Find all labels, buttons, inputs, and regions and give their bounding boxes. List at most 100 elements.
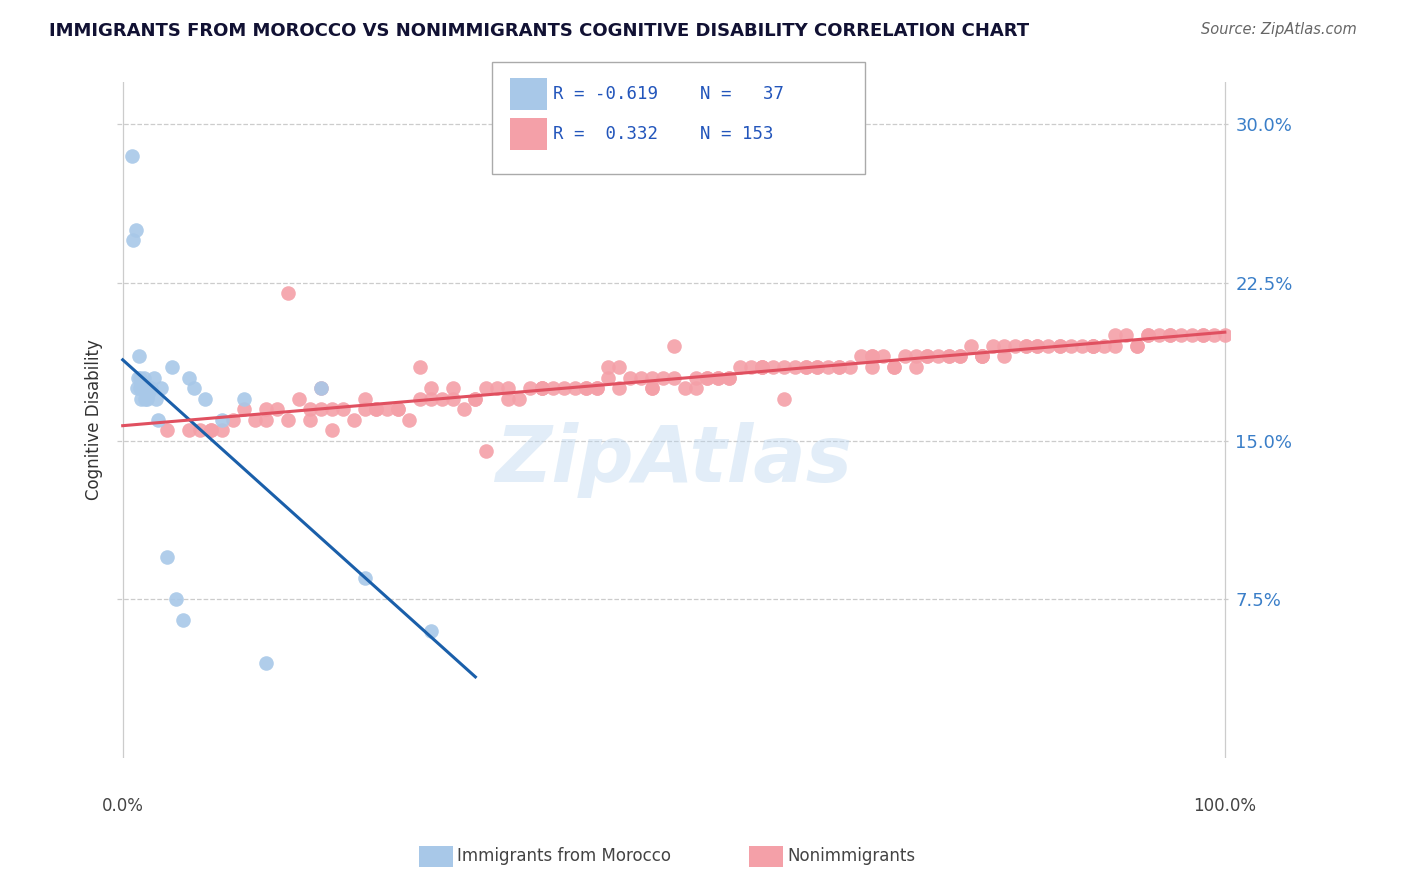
Point: [288, 392, 311, 406]
Point: [121, 149, 143, 163]
Point: [156, 549, 179, 564]
Point: [354, 402, 377, 417]
Point: [441, 381, 464, 395]
Point: [420, 392, 443, 406]
Point: [475, 444, 498, 458]
Point: [132, 381, 155, 395]
Point: [309, 381, 332, 395]
Point: [254, 402, 277, 417]
Point: [662, 370, 685, 384]
Point: [211, 423, 233, 437]
Point: [1191, 328, 1213, 343]
Point: [1015, 339, 1038, 353]
Point: [651, 370, 673, 384]
Point: [717, 370, 740, 384]
Point: [938, 350, 960, 364]
Point: [332, 402, 354, 417]
Point: [309, 402, 332, 417]
Point: [134, 381, 156, 395]
Point: [299, 413, 322, 427]
Point: [574, 381, 596, 395]
Point: [905, 350, 928, 364]
Point: [983, 339, 1005, 353]
Point: [464, 392, 486, 406]
Point: [177, 370, 200, 384]
Point: [141, 381, 163, 395]
Point: [1159, 328, 1181, 343]
Point: [232, 402, 254, 417]
Point: [817, 359, 839, 374]
Point: [132, 370, 155, 384]
Point: [409, 392, 432, 406]
Point: [949, 350, 972, 364]
Point: [960, 339, 983, 353]
Point: [125, 381, 148, 395]
Point: [135, 381, 157, 395]
Point: [707, 370, 730, 384]
Point: [1081, 339, 1104, 353]
Point: [794, 359, 817, 374]
Point: [453, 402, 475, 417]
Point: [134, 392, 156, 406]
Point: [266, 402, 288, 417]
Point: [139, 381, 162, 395]
Point: [172, 614, 194, 628]
Point: [917, 350, 939, 364]
Point: [398, 413, 420, 427]
Point: [828, 359, 851, 374]
Point: [277, 413, 299, 427]
Point: [1026, 339, 1049, 353]
Point: [1059, 339, 1081, 353]
Point: [366, 402, 388, 417]
Point: [773, 359, 796, 374]
Text: R = -0.619    N =   37: R = -0.619 N = 37: [553, 85, 783, 103]
Point: [486, 381, 509, 395]
Point: [150, 381, 173, 395]
Point: [343, 413, 366, 427]
Point: [607, 381, 630, 395]
Point: [232, 392, 254, 406]
Point: [131, 381, 153, 395]
Point: [972, 350, 994, 364]
Point: [662, 339, 685, 353]
Text: 100.0%: 100.0%: [1194, 797, 1257, 814]
Point: [309, 381, 332, 395]
Point: [596, 359, 619, 374]
Point: [927, 350, 949, 364]
Point: [938, 350, 960, 364]
Point: [872, 350, 894, 364]
Text: 0.0%: 0.0%: [101, 797, 143, 814]
Text: Immigrants from Morocco: Immigrants from Morocco: [457, 847, 671, 865]
Point: [541, 381, 564, 395]
Point: [129, 370, 152, 384]
Point: [993, 350, 1015, 364]
Point: [949, 350, 972, 364]
Point: [136, 392, 159, 406]
Point: [464, 392, 486, 406]
Point: [1115, 328, 1137, 343]
Point: [860, 359, 883, 374]
Point: [1191, 328, 1213, 343]
Point: [1081, 339, 1104, 353]
Point: [783, 359, 806, 374]
Point: [596, 370, 619, 384]
Point: [200, 423, 222, 437]
Text: ZipAtlas: ZipAtlas: [495, 422, 852, 499]
Point: [146, 413, 169, 427]
Point: [564, 381, 586, 395]
Point: [806, 359, 828, 374]
Point: [254, 413, 277, 427]
Point: [1181, 328, 1204, 343]
Point: [607, 359, 630, 374]
Y-axis label: Cognitive Disability: Cognitive Disability: [86, 339, 103, 500]
Point: [498, 392, 520, 406]
Point: [519, 381, 541, 395]
Point: [420, 381, 443, 395]
Point: [188, 423, 211, 437]
Point: [127, 370, 149, 384]
Point: [1147, 328, 1170, 343]
Point: [993, 339, 1015, 353]
Text: Nonimmigrants: Nonimmigrants: [787, 847, 915, 865]
Point: [375, 402, 398, 417]
Point: [728, 359, 751, 374]
